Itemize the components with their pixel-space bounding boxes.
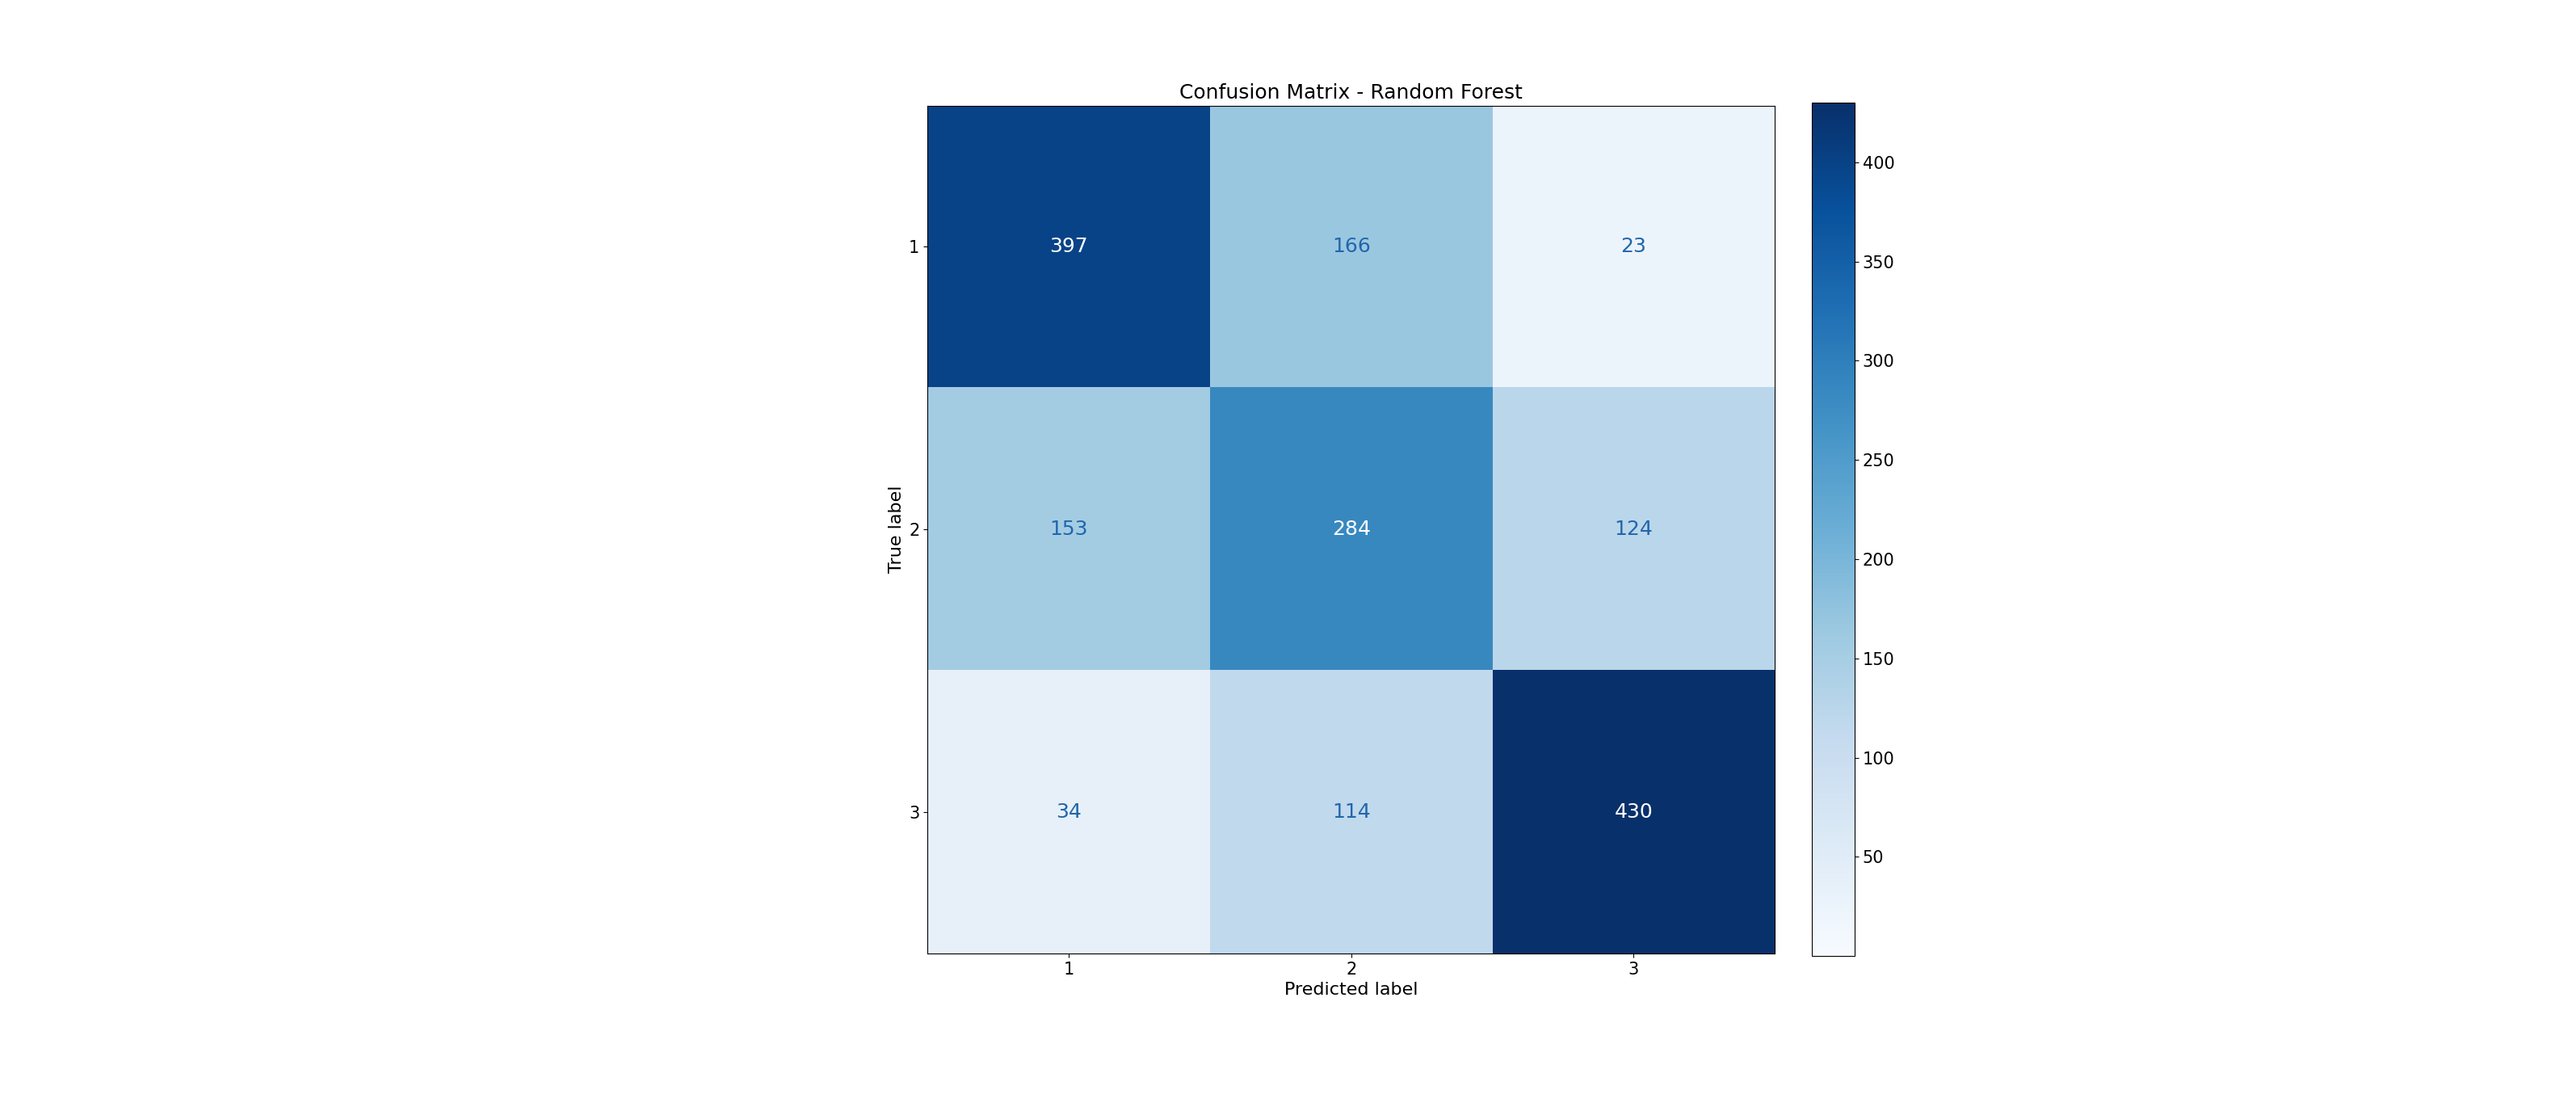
- Text: 284: 284: [1332, 520, 1370, 539]
- Text: 124: 124: [1615, 520, 1654, 539]
- Text: 397: 397: [1048, 237, 1087, 257]
- Text: 114: 114: [1332, 802, 1370, 822]
- Title: Confusion Matrix - Random Forest: Confusion Matrix - Random Forest: [1180, 84, 1522, 103]
- Text: 23: 23: [1620, 237, 1646, 257]
- Text: 153: 153: [1048, 520, 1087, 539]
- Text: 34: 34: [1056, 802, 1082, 822]
- Text: 430: 430: [1615, 802, 1654, 822]
- Text: 166: 166: [1332, 237, 1370, 257]
- Y-axis label: True label: True label: [889, 485, 904, 574]
- X-axis label: Predicted label: Predicted label: [1285, 982, 1417, 998]
